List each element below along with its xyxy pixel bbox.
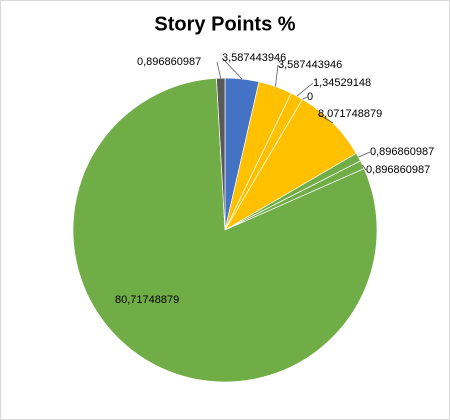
leader-line	[216, 61, 222, 79]
leader-line	[302, 96, 308, 100]
leader-line	[275, 64, 279, 87]
leader-line	[296, 82, 314, 97]
data-label: 8,071748879	[318, 108, 382, 120]
data-label: 3,587443946	[278, 59, 342, 71]
data-label: 80,71748879	[115, 294, 179, 306]
pie-slice	[72, 77, 378, 383]
data-label: 3,587443946	[222, 52, 286, 64]
leader-line	[221, 57, 243, 80]
data-label: 0	[307, 91, 313, 103]
data-label: 0,896860987	[370, 146, 434, 158]
data-label: 0,896860987	[137, 56, 201, 68]
leader-line	[361, 164, 367, 171]
chart-title: Story Points %	[154, 13, 295, 35]
leader-line	[358, 151, 371, 158]
data-label: 0,896860987	[366, 164, 430, 176]
data-label: 1,34529148	[313, 77, 371, 89]
leader-line	[317, 113, 334, 124]
